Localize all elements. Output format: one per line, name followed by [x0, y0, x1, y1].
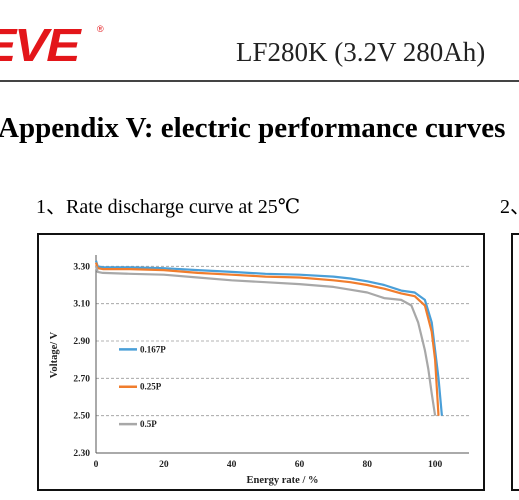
x-tick-label: 60	[295, 460, 305, 470]
chart-frame: 2.30 2.50 2.70 2.90 3.10 3.30 0 20 40 60 80 100 Ener…	[37, 233, 485, 491]
y-tick-label: 3.30	[73, 262, 90, 272]
registered-mark: ®	[97, 24, 104, 34]
legend-label: 0.5P	[140, 419, 157, 429]
series-line-025P	[94, 262, 440, 416]
y-tick-label: 2.70	[73, 374, 90, 384]
rate-discharge-chart: 2.30 2.50 2.70 2.90 3.10 3.30 0 20 40 60 80 100 Ener…	[49, 255, 469, 486]
legend-label: 0.167P	[140, 344, 166, 354]
section-heading-rate-discharge: 1、Rate discharge curve at 25℃	[36, 196, 301, 218]
section-heading-2: 2、	[500, 196, 519, 218]
document-title: LF280K (3.2V 280Ah)	[236, 37, 486, 67]
y-axis-title: Voltage/ V	[49, 331, 60, 378]
x-tick-label: 80	[363, 460, 373, 470]
series-line-05P	[94, 265, 437, 416]
x-tick-label: 20	[159, 460, 169, 470]
legend-label: 0.25P	[140, 382, 162, 392]
x-axis-title: Energy rate / %	[246, 475, 318, 486]
eve-logo: EVE	[0, 19, 81, 71]
x-tick-label: 40	[227, 460, 237, 470]
header-divider	[0, 80, 519, 82]
x-tick-label: 0	[94, 460, 99, 470]
second-chart-frame	[511, 233, 519, 491]
y-tick-label: 2.50	[73, 412, 90, 422]
x-tick-label: 100	[428, 460, 443, 470]
y-tick-label: 2.30	[73, 449, 90, 459]
appendix-heading: Appendix V: electric performance curves	[0, 112, 506, 144]
y-tick-label: 3.10	[73, 300, 90, 310]
series-line-0167P	[94, 260, 443, 416]
y-tick-label: 2.90	[73, 337, 90, 347]
